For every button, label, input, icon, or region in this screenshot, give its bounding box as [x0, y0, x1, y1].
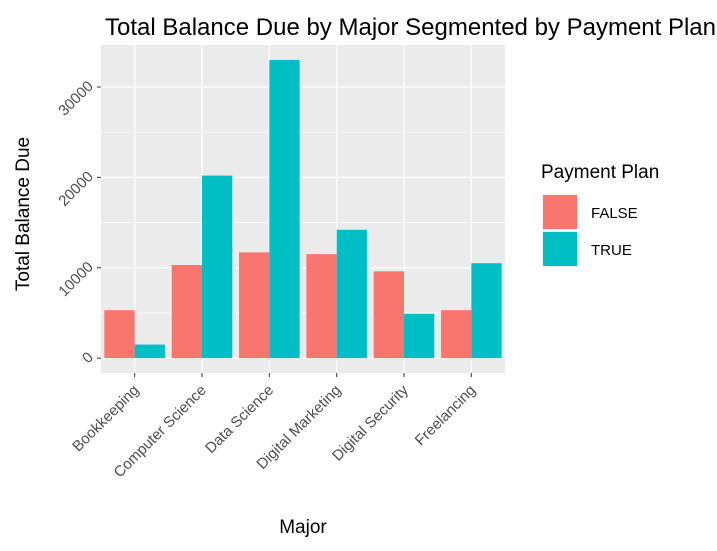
bar-data-science-false	[239, 252, 270, 359]
bar-computer-science-false	[171, 265, 202, 359]
bar-digital-marketing-false	[306, 254, 337, 359]
bar-bookkeeping-true	[134, 344, 165, 359]
y-tick-label: 10000	[55, 259, 97, 301]
bar-digital-marketing-true	[336, 229, 367, 359]
bar-digital-security-true	[404, 313, 435, 359]
y-axis-ticks: 0 10000 20000 30000	[55, 78, 101, 367]
legend-swatch-false	[543, 195, 577, 229]
bar-computer-science-true	[202, 175, 233, 359]
bar-bookkeeping-false	[104, 310, 135, 359]
legend-title: Payment Plan	[541, 162, 659, 183]
bars	[104, 59, 502, 359]
bar-digital-security-false	[373, 271, 404, 359]
legend-label-false: FALSE	[591, 205, 638, 222]
bar-freelancing-true	[471, 263, 502, 359]
y-tick-label: 0	[79, 349, 97, 367]
bar-freelancing-false	[441, 310, 472, 359]
x-tick-label: Freelancing	[412, 382, 479, 449]
bar-data-science-true	[269, 59, 300, 359]
y-tick-label: 20000	[55, 168, 97, 210]
x-axis-title: Major	[279, 517, 327, 538]
legend-swatch-true	[543, 232, 577, 266]
legend-label-true: TRUE	[591, 242, 632, 259]
x-tick-label: Data Science	[202, 382, 277, 457]
x-tick-label: Bookkeeping	[69, 382, 142, 455]
legend: Payment Plan FALSE TRUE	[541, 162, 659, 267]
chart-title: Total Balance Due by Major Segmented by …	[105, 14, 716, 41]
plot-panel	[101, 45, 505, 373]
y-tick-label: 30000	[55, 78, 97, 120]
y-axis-title: Total Balance Due	[13, 137, 34, 291]
